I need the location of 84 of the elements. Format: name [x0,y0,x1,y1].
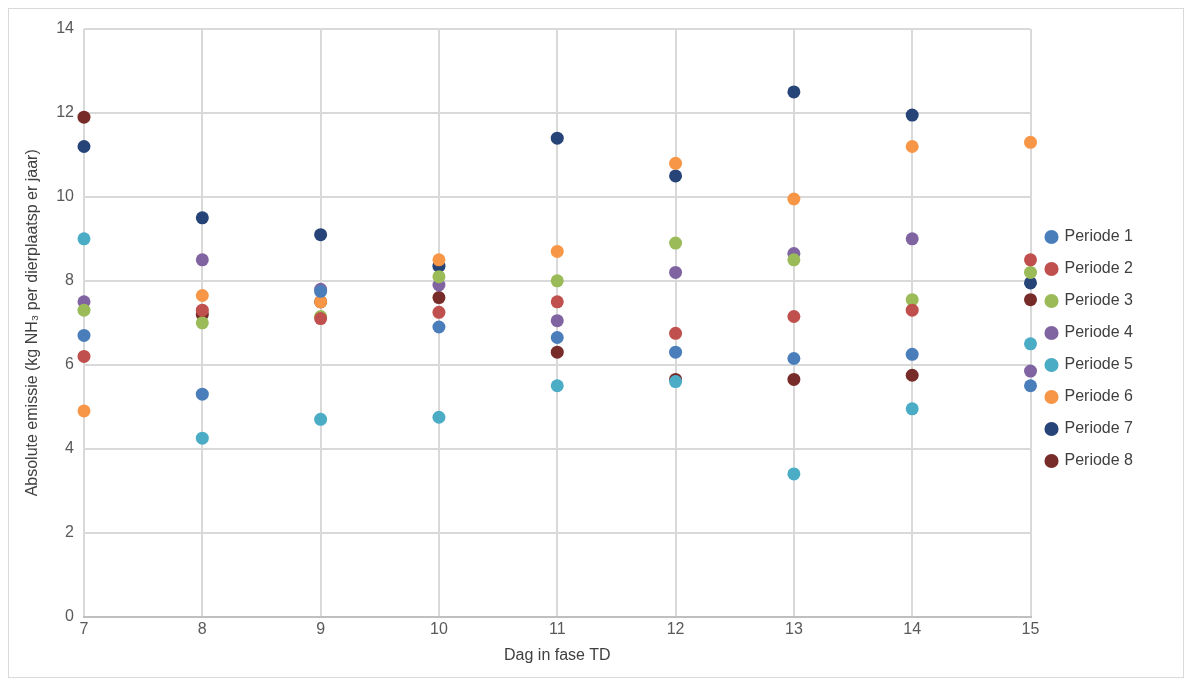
x-tick-label: 9 [316,619,326,637]
point [1024,135,1038,149]
point [787,85,801,99]
point [905,347,919,361]
point [550,131,564,145]
point [432,410,446,424]
y-tick-label: 0 [65,607,75,625]
point [195,253,209,267]
point [787,372,801,386]
x-tick-label: 11 [548,619,566,637]
y-tick-label: 8 [65,271,75,289]
y-tick-label: 10 [56,187,75,205]
point [550,314,564,328]
x-tick-label: 15 [1021,619,1040,637]
legend-label: Periode 7 [1064,419,1134,437]
point [432,291,446,305]
point [195,431,209,445]
point [787,192,801,206]
legend-label: Periode 2 [1064,259,1134,277]
point [432,270,446,284]
legend-label: Periode 4 [1064,323,1134,341]
legend-label: Periode 6 [1064,387,1134,405]
point [669,345,683,359]
y-tick-label: 14 [56,19,75,37]
point [669,265,683,279]
point [432,320,446,334]
legend-label: Periode 5 [1064,355,1134,373]
legend-label: Periode 1 [1064,227,1134,245]
point [195,316,209,330]
point [1024,364,1038,378]
y-tick-label: 4 [65,439,75,457]
point [195,303,209,317]
point [1024,265,1038,279]
point [905,402,919,416]
y-tick-label: 6 [65,355,75,373]
point [550,330,564,344]
point [787,351,801,365]
point [550,345,564,359]
point [550,244,564,258]
point [77,328,91,342]
point [550,274,564,288]
x-tick-label: 14 [903,619,922,637]
legend-label: Periode 3 [1064,291,1134,309]
x-tick-label: 12 [666,619,685,637]
point [787,467,801,481]
point [195,211,209,225]
point [77,404,91,418]
x-axis-title: Dag in fase TD [504,645,611,663]
point [1024,379,1038,393]
legend-label: Periode 8 [1064,451,1134,469]
point [1024,293,1038,307]
point [787,310,801,323]
point [1024,337,1038,351]
point [314,228,328,242]
point [905,232,919,246]
point [669,236,683,250]
point [905,368,919,382]
point [314,412,328,426]
point [905,108,919,122]
point [669,156,683,170]
point [77,232,91,246]
point [432,305,446,319]
point [550,295,564,309]
y-tick-label: 2 [65,523,75,541]
point [195,289,209,303]
y-axis-title: Absolute emissie (kg NH₃ per dierplaatsp er jaar) [23,149,41,497]
point [195,387,209,401]
point [550,379,564,393]
point [77,140,91,154]
point [905,140,919,154]
point [787,253,801,267]
point [1024,253,1038,267]
point [669,169,683,183]
point [77,303,91,317]
point [905,303,919,317]
x-tick-label: 8 [197,619,207,637]
point [432,253,446,267]
x-tick-label: 13 [784,619,803,637]
point [669,326,683,340]
y-tick-label: 12 [56,103,75,121]
point [77,349,91,363]
x-tick-label: 10 [430,619,448,637]
x-tick-label: 7 [79,619,89,637]
point [77,110,91,124]
